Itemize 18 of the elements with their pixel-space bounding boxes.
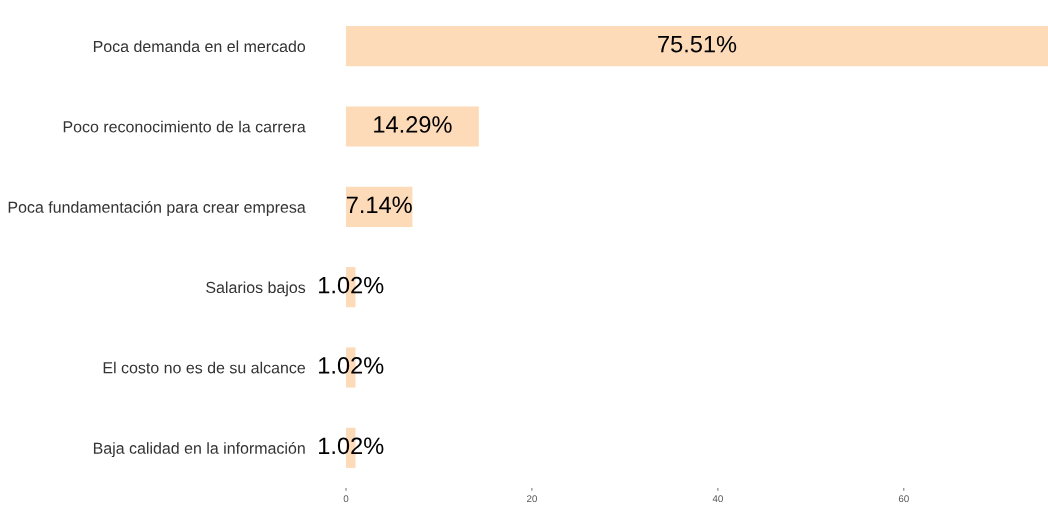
y-tick-label: Poca fundamentación para crear empresa xyxy=(8,200,306,217)
bar xyxy=(346,106,479,147)
x-tick-label: 20 xyxy=(527,495,537,503)
data-label: 1.02% xyxy=(319,357,384,374)
data-label: 75.51% xyxy=(658,35,737,53)
y-tick-label: Poco reconocimiento de la carrera xyxy=(63,120,306,133)
bar xyxy=(346,26,1048,67)
y-tick-label: El costo no es de su alcance xyxy=(103,361,306,374)
y-tick-label: Poca demanda en el mercado xyxy=(93,40,306,53)
x-tick-label: 60 xyxy=(898,495,909,503)
x-tick-label: 40 xyxy=(712,495,723,503)
data-label: 1.02% xyxy=(319,437,384,455)
data-label: 14.29% xyxy=(374,116,452,133)
y-tick-label: Baja calidad en la información xyxy=(93,441,305,458)
data-label: 1.02% xyxy=(319,276,384,294)
x-tick-label: 0 xyxy=(343,495,349,503)
y-tick-label: Salarios bajos xyxy=(206,281,306,297)
data-label: 7.14% xyxy=(346,196,412,214)
